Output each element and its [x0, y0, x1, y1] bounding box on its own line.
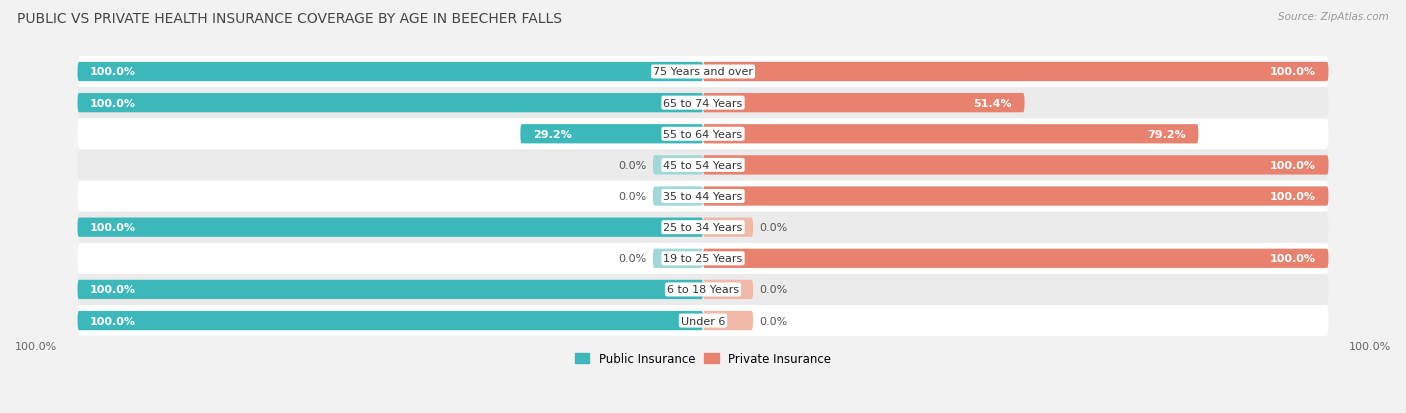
Text: 51.4%: 51.4%: [973, 98, 1012, 108]
FancyBboxPatch shape: [77, 63, 703, 82]
FancyBboxPatch shape: [77, 88, 1329, 119]
FancyBboxPatch shape: [703, 311, 754, 330]
Text: 100.0%: 100.0%: [1270, 161, 1316, 171]
FancyBboxPatch shape: [652, 187, 703, 206]
FancyBboxPatch shape: [703, 249, 1329, 268]
Text: 0.0%: 0.0%: [759, 285, 787, 295]
FancyBboxPatch shape: [77, 57, 1329, 88]
Text: Source: ZipAtlas.com: Source: ZipAtlas.com: [1278, 12, 1389, 22]
Text: 100.0%: 100.0%: [1348, 341, 1391, 351]
Text: 65 to 74 Years: 65 to 74 Years: [664, 98, 742, 108]
FancyBboxPatch shape: [520, 125, 703, 144]
Text: 29.2%: 29.2%: [533, 129, 572, 140]
Text: 100.0%: 100.0%: [15, 341, 58, 351]
Text: 100.0%: 100.0%: [90, 316, 136, 326]
FancyBboxPatch shape: [703, 280, 754, 299]
Text: 19 to 25 Years: 19 to 25 Years: [664, 254, 742, 263]
Text: 0.0%: 0.0%: [759, 223, 787, 233]
FancyBboxPatch shape: [77, 311, 703, 330]
Text: 100.0%: 100.0%: [1270, 254, 1316, 263]
Text: Under 6: Under 6: [681, 316, 725, 326]
FancyBboxPatch shape: [77, 94, 703, 113]
Text: 79.2%: 79.2%: [1147, 129, 1185, 140]
Text: 100.0%: 100.0%: [1270, 192, 1316, 202]
Text: 100.0%: 100.0%: [90, 223, 136, 233]
FancyBboxPatch shape: [703, 187, 1329, 206]
FancyBboxPatch shape: [703, 156, 1329, 175]
Text: 45 to 54 Years: 45 to 54 Years: [664, 161, 742, 171]
FancyBboxPatch shape: [703, 218, 754, 237]
FancyBboxPatch shape: [77, 218, 703, 237]
Text: 100.0%: 100.0%: [90, 67, 136, 77]
Text: 100.0%: 100.0%: [90, 98, 136, 108]
FancyBboxPatch shape: [77, 280, 703, 299]
Text: 0.0%: 0.0%: [619, 192, 647, 202]
FancyBboxPatch shape: [77, 181, 1329, 212]
Text: 35 to 44 Years: 35 to 44 Years: [664, 192, 742, 202]
FancyBboxPatch shape: [703, 94, 1025, 113]
Text: PUBLIC VS PRIVATE HEALTH INSURANCE COVERAGE BY AGE IN BEECHER FALLS: PUBLIC VS PRIVATE HEALTH INSURANCE COVER…: [17, 12, 562, 26]
Text: 100.0%: 100.0%: [90, 285, 136, 295]
Text: 75 Years and over: 75 Years and over: [652, 67, 754, 77]
Legend: Public Insurance, Private Insurance: Public Insurance, Private Insurance: [571, 347, 835, 370]
Text: 6 to 18 Years: 6 to 18 Years: [666, 285, 740, 295]
Text: 0.0%: 0.0%: [619, 254, 647, 263]
FancyBboxPatch shape: [77, 150, 1329, 181]
FancyBboxPatch shape: [77, 212, 1329, 243]
FancyBboxPatch shape: [77, 243, 1329, 274]
FancyBboxPatch shape: [652, 156, 703, 175]
FancyBboxPatch shape: [703, 125, 1198, 144]
Text: 55 to 64 Years: 55 to 64 Years: [664, 129, 742, 140]
Text: 25 to 34 Years: 25 to 34 Years: [664, 223, 742, 233]
FancyBboxPatch shape: [77, 305, 1329, 336]
FancyBboxPatch shape: [77, 274, 1329, 305]
Text: 100.0%: 100.0%: [1270, 67, 1316, 77]
Text: 0.0%: 0.0%: [759, 316, 787, 326]
Text: 0.0%: 0.0%: [619, 161, 647, 171]
FancyBboxPatch shape: [77, 119, 1329, 150]
FancyBboxPatch shape: [652, 249, 703, 268]
FancyBboxPatch shape: [703, 63, 1329, 82]
